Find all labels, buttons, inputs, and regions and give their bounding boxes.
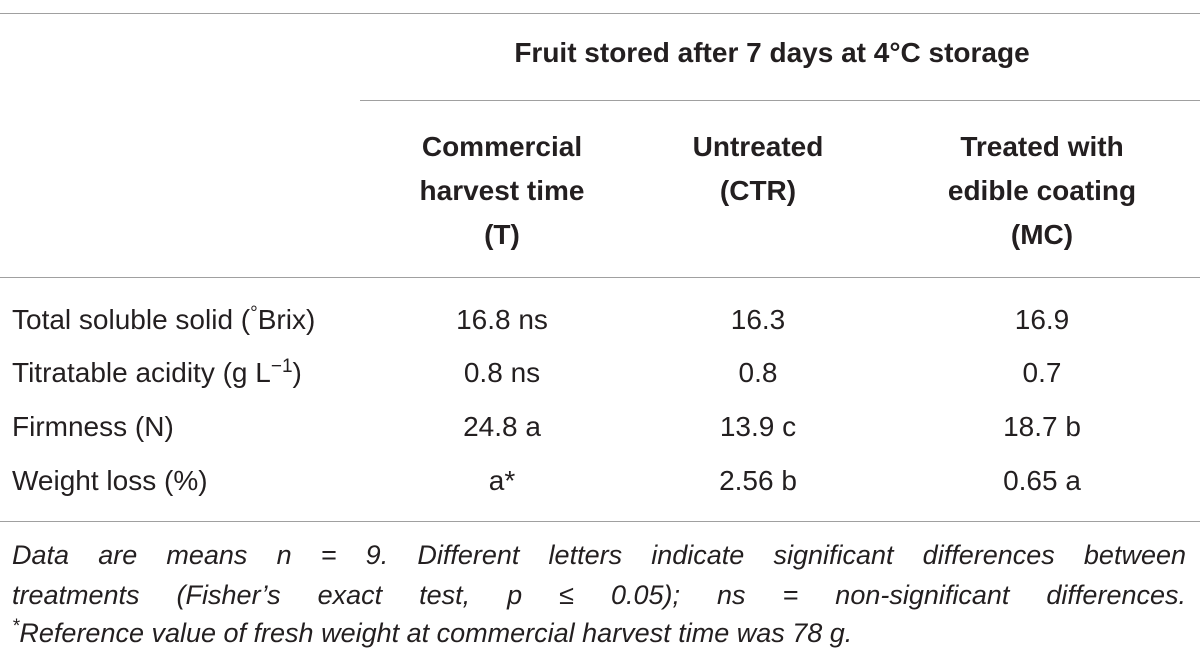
header-rule bbox=[0, 277, 1200, 278]
cell: 16.3 bbox=[730, 304, 786, 335]
header-line: Commercial bbox=[421, 131, 583, 162]
footnote-mark: * bbox=[12, 616, 20, 637]
footnote-line: *Reference value of fresh weight at comm… bbox=[12, 614, 1186, 652]
label-text: Weight loss (%) bbox=[12, 465, 208, 496]
group-header: Fruit stored after 7 days at 4°C storage bbox=[514, 37, 1030, 68]
cell: 2.56 b bbox=[719, 465, 797, 496]
header-line: harvest time bbox=[419, 175, 585, 206]
label-text: ) bbox=[292, 357, 302, 388]
header-line: Untreated bbox=[692, 131, 824, 162]
column-header: Untreated (CTR) bbox=[693, 125, 824, 213]
cell: 16.8 ns bbox=[456, 304, 548, 335]
footnote-line: Data are means n = 9. Different letters … bbox=[12, 540, 1186, 570]
cell: 0.65 a bbox=[1003, 465, 1081, 496]
bottom-rule bbox=[0, 521, 1200, 522]
cell: 24.8 a bbox=[463, 411, 541, 442]
label-superscript: ° bbox=[250, 303, 258, 324]
column-header: Commercial harvest time (T) bbox=[420, 125, 585, 257]
header-line: (MC) bbox=[1010, 219, 1074, 250]
header-line: Treated with bbox=[960, 131, 1124, 162]
header-line: (CTR) bbox=[719, 175, 797, 206]
row-label: Titratable acidity (g L−1) bbox=[12, 357, 302, 389]
label-text: Brix) bbox=[257, 304, 316, 335]
label-superscript: −1 bbox=[270, 356, 293, 377]
footnote-text: Reference value of fresh weight at comme… bbox=[19, 618, 853, 648]
cell: 0.8 bbox=[738, 357, 778, 388]
label-text: Total soluble solid ( bbox=[12, 304, 251, 335]
top-rule bbox=[0, 13, 1200, 14]
footnote-line: treatments (Fisher’s exact test, p ≤ 0.0… bbox=[12, 580, 1186, 610]
cell: 18.7 b bbox=[1003, 411, 1081, 442]
cell: 13.9 c bbox=[719, 411, 797, 442]
header-line: edible coating bbox=[947, 175, 1137, 206]
row-label: Firmness (N) bbox=[12, 411, 174, 443]
row-label: Total soluble solid (°Brix) bbox=[12, 304, 315, 336]
header-line: (T) bbox=[484, 219, 520, 250]
row-label: Weight loss (%) bbox=[12, 465, 208, 497]
cell: 0.8 ns bbox=[463, 357, 541, 388]
cell: 16.9 bbox=[1014, 304, 1070, 335]
label-text: Firmness (N) bbox=[12, 411, 174, 442]
cell: 0.7 bbox=[1022, 357, 1062, 388]
column-header: Treated with edible coating (MC) bbox=[948, 125, 1136, 257]
label-text: Titratable acidity (g L bbox=[12, 357, 271, 388]
cell: a* bbox=[488, 465, 516, 496]
group-rule bbox=[360, 100, 1200, 101]
